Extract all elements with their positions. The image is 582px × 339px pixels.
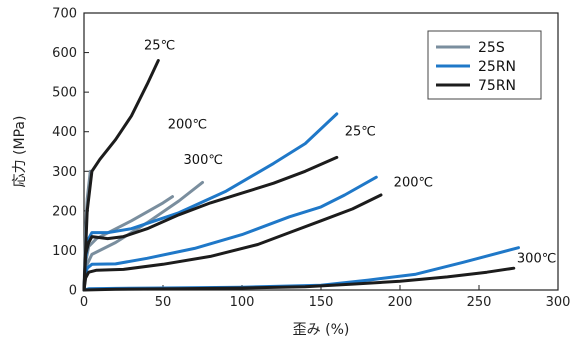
series-line-75rn xyxy=(82,266,516,292)
x-tick-label: 0 xyxy=(80,295,88,310)
x-tick-label: 100 xyxy=(230,295,255,310)
temperature-annotation: 25℃ xyxy=(144,38,175,53)
axes: 0 50 100 150 200 250 300 0 100 200 300 400 500 600 700 xyxy=(52,7,570,311)
y-tick-label: 600 xyxy=(52,46,77,61)
legend-entry: 25S xyxy=(478,40,505,56)
x-axis-label: 歪み (%) xyxy=(293,322,350,338)
temperature-annotation: 200℃ xyxy=(168,118,207,133)
temperature-annotation: 200℃ xyxy=(394,175,433,190)
y-axis-label: 応力 (MPa) xyxy=(12,116,28,188)
x-tick-label: 250 xyxy=(467,295,492,310)
temperature-annotation: 300℃ xyxy=(184,153,223,168)
legend-entry: 75RN xyxy=(478,78,516,94)
y-tick-label: 400 xyxy=(52,125,77,140)
temperature-annotation: 300℃ xyxy=(517,251,556,266)
series-line-75rn xyxy=(82,193,383,292)
x-tick-label: 50 xyxy=(155,295,172,310)
y-tick-label: 0 xyxy=(69,284,77,299)
x-tick-label: 300 xyxy=(546,295,571,310)
y-tick-label: 100 xyxy=(52,244,77,259)
series-line-75rn xyxy=(82,59,160,292)
y-tick-label: 700 xyxy=(52,7,77,22)
series-line-25s xyxy=(82,195,174,292)
y-tick-label: 300 xyxy=(52,165,77,180)
y-tick-label: 200 xyxy=(52,204,77,219)
temperature-annotation: 25℃ xyxy=(345,125,376,140)
y-tick-label: 500 xyxy=(52,86,77,101)
legend-entry: 25RN xyxy=(478,59,516,75)
temperature-annotations: 25℃ 200℃ 300℃ 25℃ 200℃ 300℃ xyxy=(144,38,556,266)
series-lines xyxy=(82,59,520,292)
series-line-75rn xyxy=(82,155,339,292)
series-line-25rn xyxy=(82,175,378,292)
x-tick-label: 200 xyxy=(388,295,413,310)
series-line-25rn xyxy=(82,246,520,292)
x-tick-label: 150 xyxy=(309,295,334,310)
legend: 25S 25RN 75RN xyxy=(427,30,542,100)
